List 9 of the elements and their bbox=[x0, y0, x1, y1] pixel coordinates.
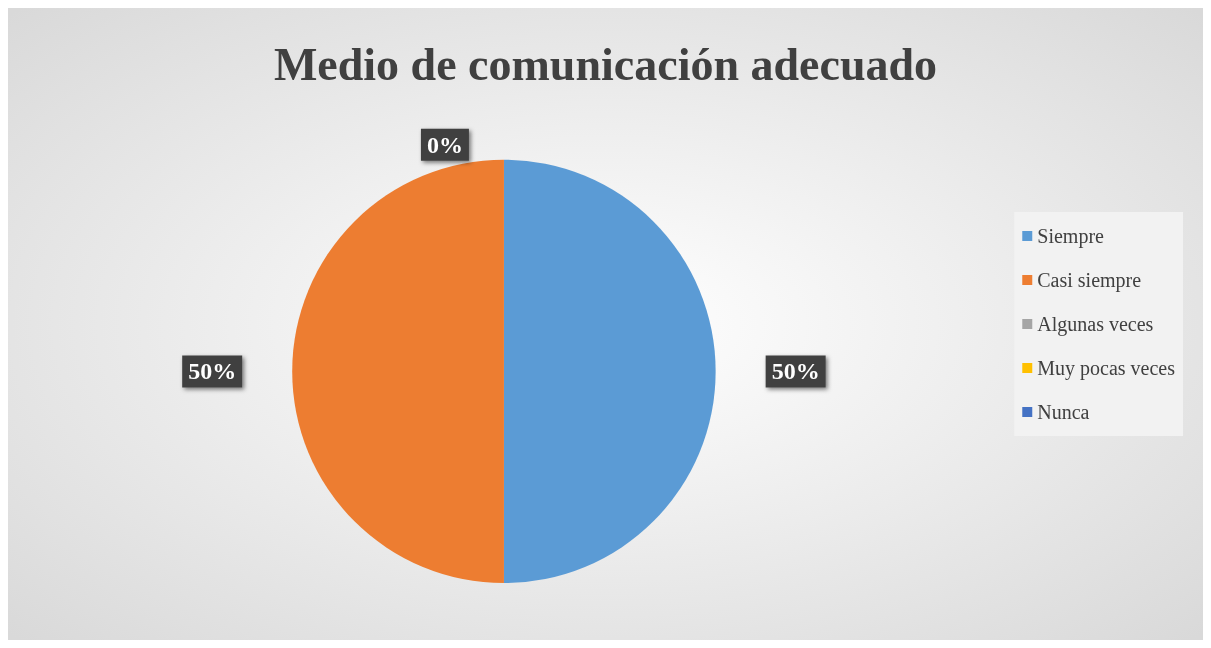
legend-label: Nunca bbox=[1037, 401, 1090, 423]
data-label: 50% bbox=[771, 358, 820, 385]
chart-title: Medio de comunicación adecuado bbox=[273, 38, 938, 90]
data-label: 50% bbox=[188, 358, 237, 385]
text: 0% bbox=[426, 131, 463, 158]
legend-label: Siempre bbox=[1037, 225, 1105, 248]
legend-label: Algunas veces bbox=[1037, 313, 1154, 336]
legend-label: Casi siempre bbox=[1037, 269, 1142, 292]
legend-label: Muy pocas veces bbox=[1037, 357, 1176, 380]
